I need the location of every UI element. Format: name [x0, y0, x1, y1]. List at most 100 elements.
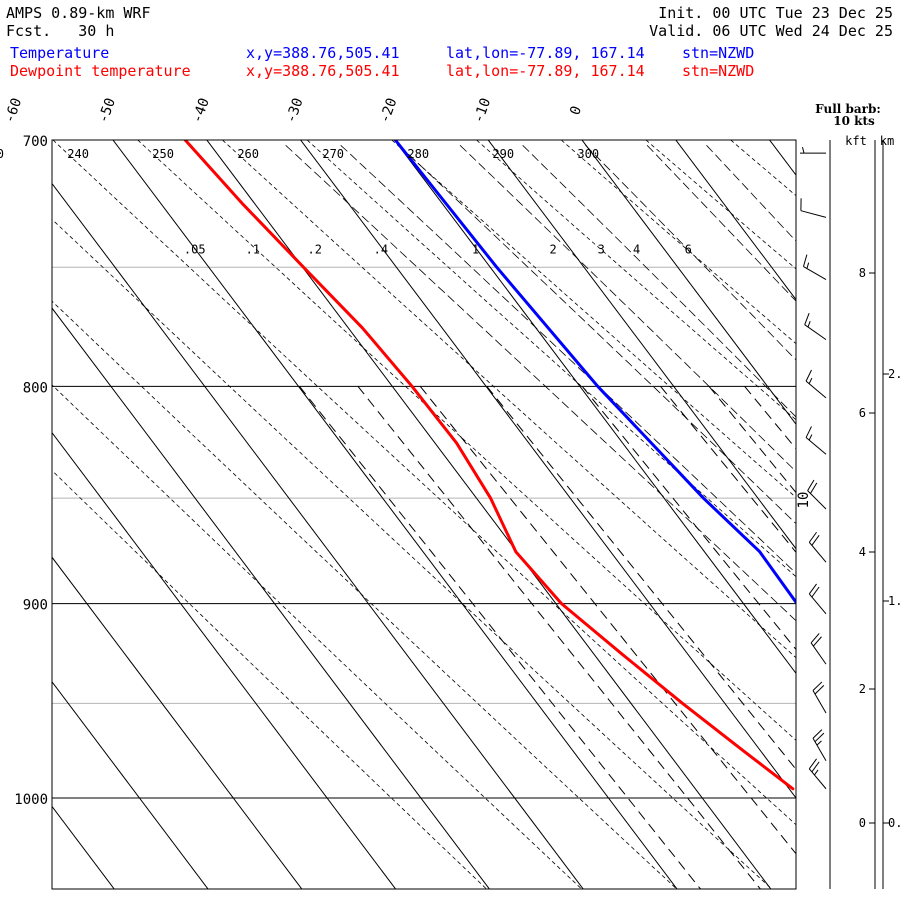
barb-full	[811, 761, 820, 773]
dry-adiabat-label-270: 270	[322, 147, 344, 161]
dry-adiabat-label-300: 300	[577, 147, 599, 161]
isotherm--70	[52, 307, 491, 889]
km-label-1: 1.	[888, 594, 900, 608]
temperature-profile	[393, 140, 796, 605]
isotherm--10	[487, 140, 796, 550]
mixing-ratio-label-0: .05	[184, 242, 206, 256]
isotherm--110	[52, 805, 115, 889]
km-label-0: 0.	[888, 816, 900, 830]
background-grid	[0, 135, 900, 894]
dry-adiabat-300	[560, 140, 796, 345]
dry-adiabat-290	[476, 140, 796, 421]
mixing-ratio-label-2: .2	[307, 242, 321, 256]
barb-half	[814, 769, 819, 776]
wind-barb-8	[808, 583, 827, 615]
mixing-ratio-0.4	[486, 385, 796, 771]
barb-staff	[808, 768, 827, 790]
isotherm--120	[0, 135, 24, 894]
barb-full	[812, 681, 823, 691]
dry-adiabat-label-280: 280	[407, 147, 429, 161]
wind-barb-12	[808, 758, 827, 790]
valid-time: Valid. 06 UTC Wed 24 Dec 25	[649, 22, 893, 40]
dry-adiabat-250	[137, 140, 796, 741]
moist-adiabat-0	[398, 145, 796, 525]
dry-adiabat-270	[306, 140, 796, 578]
barb-full	[814, 732, 825, 743]
barb-half	[808, 377, 813, 384]
forecast-hour: Fcst. 30 h	[6, 22, 115, 40]
mixing-ratio-0.2	[419, 385, 796, 855]
mixing-ratio-label-8: 6	[685, 242, 692, 256]
barb-full	[803, 254, 808, 267]
dewpoint-station: stn=NZWD	[682, 62, 755, 80]
barb-full	[805, 369, 812, 382]
isotherm-label--50: -50	[95, 96, 119, 125]
dry-adiabat-220	[52, 300, 677, 889]
moist-adiabat--5	[340, 145, 796, 574]
wind-barb-10	[812, 681, 827, 714]
inline-label: 10	[796, 492, 812, 509]
mixing-ratio-label-3: .4	[374, 242, 388, 256]
wind-barb-6	[807, 479, 827, 510]
profiles	[183, 140, 796, 791]
mixing-ratio-6	[797, 386, 900, 889]
barb-staff	[810, 642, 827, 665]
barb-legend-line2: 10 kts	[833, 114, 875, 128]
init-time: Init. 00 UTC Tue 23 Dec 25	[658, 4, 893, 22]
dry-adiabat-260	[222, 140, 796, 659]
moist-adiabat-10	[522, 145, 796, 418]
mixing-ratio-0.1	[357, 385, 761, 889]
barb-full	[808, 758, 817, 770]
mixing-ratio-1	[581, 385, 796, 651]
wind-barb-9	[810, 633, 827, 665]
dry-adiabat-330	[815, 140, 900, 889]
mixing-ratio-0.05	[299, 385, 701, 889]
plot-frame	[51, 139, 797, 890]
barb-staff	[805, 437, 827, 455]
barb-half	[802, 147, 805, 154]
barb-staff	[803, 266, 827, 280]
barb-full	[810, 482, 818, 494]
dry-adiabat-200	[52, 469, 487, 889]
moist-adiabat-5	[459, 145, 796, 473]
wind-barb-3	[804, 312, 827, 341]
barb-staff	[800, 210, 827, 218]
wind-barbs	[800, 147, 827, 790]
dry-adiabat-label-240: 240	[67, 147, 89, 161]
height-axes: Full barb: 10 kts kft km 0 2 4 6 8 0. 1. 2.	[815, 102, 900, 889]
isotherm--30	[299, 140, 796, 799]
wind-barb-5	[805, 426, 827, 455]
km-axis-label: km	[880, 134, 894, 148]
model-title: AMPS 0.89-km WRF	[6, 4, 151, 22]
barb-staff	[812, 737, 827, 761]
isotherm-label--10: -10	[471, 96, 495, 125]
isotherm--60	[52, 182, 584, 889]
isotherm-label--40: -40	[189, 96, 213, 125]
wind-barb-7	[808, 531, 827, 563]
barb-staff	[807, 490, 827, 510]
barb-half	[808, 434, 813, 441]
dewpoint-profile	[183, 140, 795, 791]
temperature-xy: x,y=388.76,505.41	[246, 44, 400, 62]
barb-legend-line1: Full barb:	[815, 102, 881, 116]
kft-label-6: 6	[859, 406, 866, 420]
barb-staff	[804, 324, 827, 341]
isotherm--100	[52, 681, 209, 889]
isotherm--50	[112, 140, 678, 889]
temperature-station: stn=NZWD	[682, 44, 755, 62]
pressure-label-700: 700	[23, 134, 48, 150]
isotherm--20	[393, 140, 796, 675]
isotherm-label--30: -30	[283, 96, 307, 125]
barb-full	[811, 535, 820, 546]
isotherm-30	[860, 135, 900, 894]
isotherm--80	[52, 431, 397, 889]
moist-adiabat-15	[585, 145, 796, 361]
barb-full	[804, 312, 810, 325]
barb-full	[808, 583, 817, 595]
mixing-ratio-label-4: 1	[472, 242, 479, 256]
kft-label-2: 2	[859, 682, 866, 696]
axis-labels: 7008009001000-70-60-50-40-30-20-10022023…	[0, 96, 812, 808]
wind-barb-2	[803, 254, 827, 280]
barb-staff	[805, 380, 827, 399]
